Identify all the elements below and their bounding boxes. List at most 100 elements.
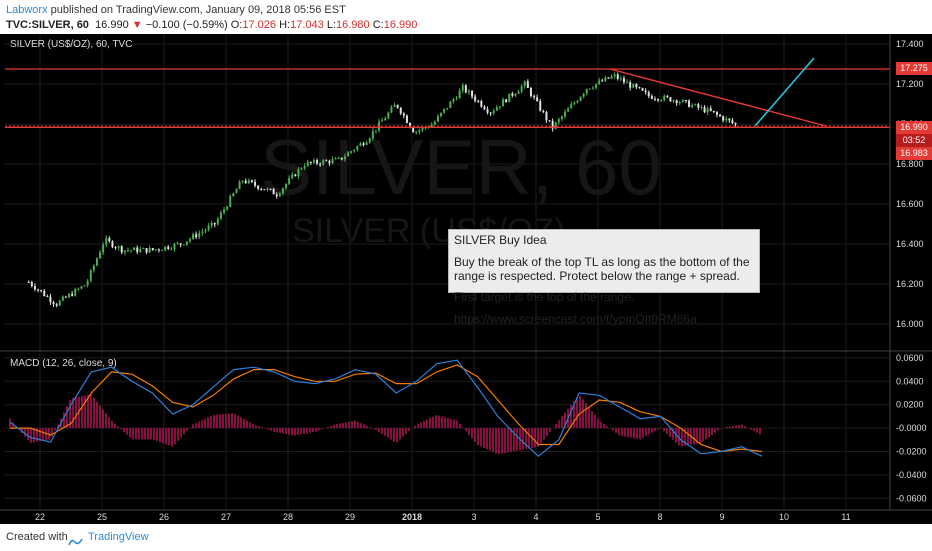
close-label: C:: [372, 19, 384, 31]
candle-body: [650, 96, 653, 99]
candle-body: [309, 161, 312, 163]
candle-body: [297, 168, 300, 177]
candle-body: [303, 165, 306, 169]
candle-body: [443, 108, 446, 113]
note-target: First target is the top of the range.: [454, 290, 635, 305]
candle-body: [371, 131, 374, 139]
author-link[interactable]: Labworx: [6, 4, 48, 16]
candle-body: [229, 196, 232, 207]
candle-body: [675, 100, 678, 104]
candle-body: [703, 107, 706, 113]
candle-body: [192, 234, 195, 239]
candle-body: [92, 265, 95, 271]
candle-body: [570, 104, 573, 109]
candle-body: [306, 161, 309, 166]
candle-body: [585, 88, 588, 94]
candle-body: [102, 244, 105, 253]
candle-body: [657, 99, 660, 101]
x-tick-label: 5: [595, 512, 600, 522]
candle-body: [591, 87, 594, 89]
macd-legend[interactable]: MACD (12, 26, close, 9): [10, 358, 117, 369]
low-label: L:: [326, 19, 336, 31]
candle-body: [281, 188, 284, 194]
note-link[interactable]: https://www.screencast.com/t/ypmOIt0RM86…: [454, 312, 697, 327]
projection-line: [754, 57, 815, 127]
candle-body: [179, 243, 182, 245]
candle-body: [477, 100, 480, 102]
candle-body: [337, 157, 340, 159]
candle-body: [117, 246, 120, 248]
candle-body: [722, 116, 725, 121]
candle-body: [514, 93, 517, 96]
candle-body: [694, 104, 697, 106]
candle-body: [452, 99, 455, 102]
macd-y-tick-label: 0.0200: [896, 400, 924, 410]
candle-body: [368, 138, 371, 143]
x-tick-label: 9: [719, 512, 724, 522]
tradingview-brand[interactable]: TradingView: [88, 531, 149, 543]
candle-body: [731, 120, 734, 124]
candle-body: [272, 189, 275, 195]
candle-body: [185, 241, 188, 245]
candle-body: [508, 93, 511, 102]
y-tick-label: 17.400: [896, 39, 924, 49]
countdown-badge: 03:52: [896, 134, 932, 147]
candle-body: [260, 188, 263, 190]
candle-body: [542, 110, 545, 112]
candle-body: [40, 289, 43, 291]
candle-body: [412, 127, 415, 133]
symbol-quote: TVC:SILVER, 60 16.990 ▼ −0.100 (−0.59%) …: [6, 19, 417, 31]
candle-body: [719, 114, 722, 117]
candle-body: [629, 82, 632, 88]
candle-body: [120, 246, 123, 253]
candle-body: [71, 293, 74, 296]
candle-body: [480, 100, 483, 107]
candle-body: [241, 180, 244, 182]
candle-body: [607, 77, 610, 79]
candle-body: [64, 296, 67, 298]
candle-body: [492, 110, 495, 114]
support-price-badge: 16.983: [896, 147, 932, 160]
y-tick-label: 16.800: [896, 159, 924, 169]
candle-body: [409, 122, 412, 128]
open-value: 17.026: [242, 19, 277, 31]
macd-line: [9, 359, 763, 457]
candle-body: [89, 270, 92, 281]
candle-body: [68, 293, 71, 298]
candle-body: [653, 98, 656, 100]
candle-body: [250, 180, 253, 182]
candle-body: [216, 218, 219, 225]
candle-body: [604, 77, 607, 82]
main-legend[interactable]: SILVER (US$/OZ), 60, TVC: [10, 39, 132, 50]
idea-note[interactable]: SILVER Buy Idea Buy the break of the top…: [448, 229, 760, 326]
x-tick-label: 8: [657, 512, 662, 522]
candle-body: [595, 83, 598, 88]
candle-body: [539, 101, 542, 111]
candle-body: [133, 247, 136, 251]
candle-body: [436, 116, 439, 122]
candle-body: [381, 120, 384, 122]
candle-body: [182, 244, 185, 246]
x-tick-label: 25: [97, 512, 107, 522]
x-tick-label: 10: [779, 512, 789, 522]
candle-body: [170, 248, 173, 250]
candle-body: [467, 90, 470, 93]
high-value: 17.043: [290, 19, 324, 31]
candle-body: [173, 243, 176, 249]
candle-body: [343, 156, 346, 160]
y-tick-label: 16.600: [896, 199, 924, 209]
candle-body: [325, 160, 328, 162]
candle-body: [145, 248, 148, 253]
candle-body: [58, 300, 61, 306]
candle-body: [365, 142, 368, 145]
symbol-name: TVC:SILVER, 60: [6, 19, 89, 31]
x-tick-label: 2018: [402, 512, 422, 522]
candle-body: [635, 84, 638, 88]
candle-body: [77, 288, 80, 290]
candle-body: [567, 108, 570, 112]
candle-body: [393, 104, 396, 107]
candle-body: [548, 120, 551, 122]
candle-body: [331, 159, 334, 164]
candle-body: [715, 112, 718, 115]
candle-body: [319, 163, 322, 165]
